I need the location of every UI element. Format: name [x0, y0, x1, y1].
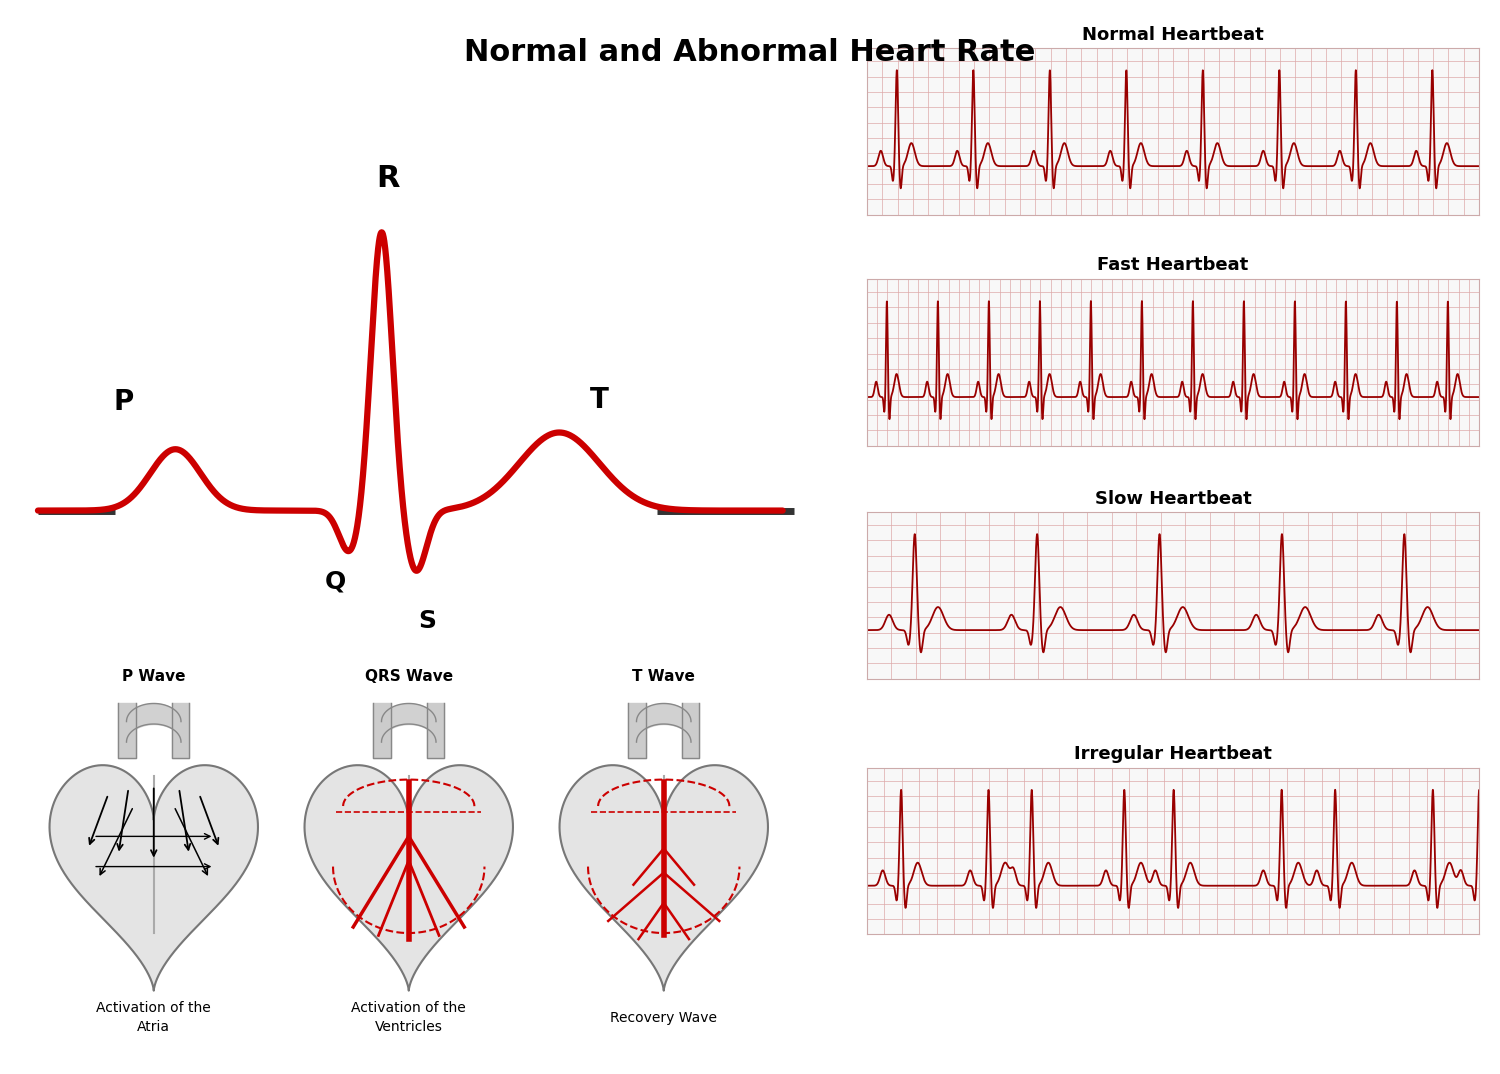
Text: T: T [590, 386, 609, 413]
Text: P: P [114, 388, 134, 417]
Polygon shape [304, 765, 513, 990]
Text: Q: Q [326, 569, 346, 594]
Text: Normal Heartbeat: Normal Heartbeat [1082, 26, 1264, 44]
Polygon shape [427, 703, 444, 758]
Polygon shape [682, 703, 699, 758]
Text: T Wave: T Wave [633, 669, 694, 684]
Polygon shape [50, 765, 258, 990]
Text: R: R [376, 164, 399, 193]
Text: Activation of the
Atria: Activation of the Atria [96, 1001, 211, 1034]
Text: Irregular Heartbeat: Irregular Heartbeat [1074, 745, 1272, 764]
Polygon shape [560, 765, 768, 990]
Text: Activation of the
Ventricles: Activation of the Ventricles [351, 1001, 466, 1034]
Text: Fast Heartbeat: Fast Heartbeat [1098, 257, 1248, 275]
Text: Recovery Wave: Recovery Wave [610, 1011, 717, 1025]
Polygon shape [628, 703, 645, 758]
Text: S: S [419, 609, 436, 633]
Text: QRS Wave: QRS Wave [364, 669, 453, 684]
Text: Normal and Abnormal Heart Rate: Normal and Abnormal Heart Rate [465, 38, 1035, 67]
Text: shutterstock®: shutterstock® [676, 1045, 824, 1062]
Polygon shape [172, 703, 189, 758]
Text: P Wave: P Wave [122, 669, 186, 684]
Polygon shape [118, 703, 135, 758]
Text: Slow Heartbeat: Slow Heartbeat [1095, 490, 1251, 508]
Polygon shape [374, 703, 390, 758]
